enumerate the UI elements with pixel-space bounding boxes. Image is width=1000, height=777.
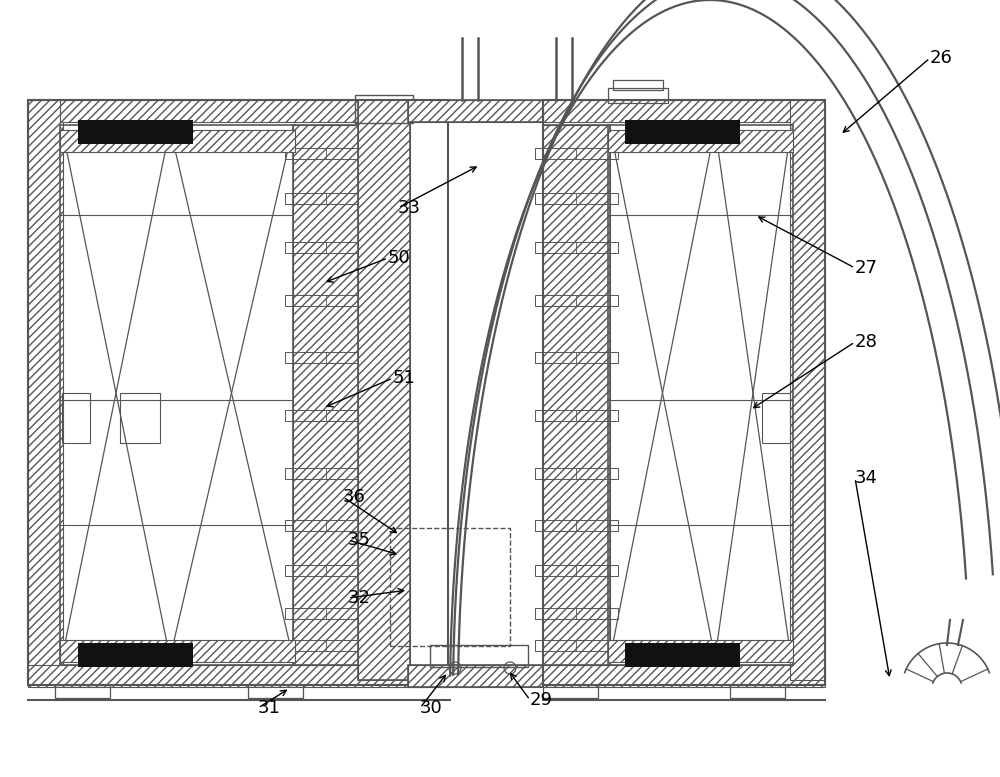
Bar [608,640,793,662]
Text: 33: 33 [398,199,421,217]
Bar [62,393,90,443]
Bar [285,148,368,159]
Text: 26: 26 [930,49,953,67]
Bar [28,665,453,687]
Bar [285,520,368,531]
Bar [535,410,618,421]
Bar [285,565,368,576]
Text: 35: 35 [348,531,371,549]
Bar [293,125,360,665]
Bar [285,295,368,306]
Bar [543,665,825,687]
Bar [535,468,618,479]
Bar [408,665,548,687]
Bar [28,100,63,680]
Bar [55,685,110,698]
Bar [285,410,368,421]
Bar [535,520,618,531]
Text: 27: 27 [855,259,878,277]
Bar [285,242,368,253]
Bar [762,393,790,443]
Bar [430,645,528,667]
Text: 36: 36 [343,488,366,506]
Bar [790,100,825,680]
Bar [535,148,618,159]
Bar [608,88,668,103]
Bar [285,640,368,651]
Bar [535,565,618,576]
Bar [543,125,610,665]
Bar [408,100,548,122]
Bar [285,193,368,204]
Bar [730,685,785,698]
Bar [248,685,303,698]
Bar [390,528,510,646]
Bar [613,80,663,90]
Bar [625,643,740,667]
Bar [543,685,598,698]
Bar [60,640,295,662]
Bar [535,295,618,306]
Text: 51: 51 [393,369,416,387]
Bar [358,100,410,680]
Bar [78,643,193,667]
Bar [60,100,370,122]
Bar [408,100,548,122]
Bar [285,468,368,479]
Bar [408,665,548,687]
Bar [535,352,618,363]
Bar [355,95,413,123]
Text: 50: 50 [388,249,411,267]
Bar [78,120,193,144]
Bar [60,130,295,152]
Bar [543,125,610,665]
Text: 28: 28 [855,333,878,351]
Text: 32: 32 [348,589,371,607]
Bar [543,100,823,122]
Bar [285,352,368,363]
Bar [285,608,368,619]
Bar [358,100,410,680]
Bar [543,100,825,685]
Bar [120,393,160,443]
Bar [535,640,618,651]
Bar [535,608,618,619]
Bar [293,125,360,665]
Text: 30: 30 [420,699,443,717]
Text: 31: 31 [258,699,281,717]
Text: 34: 34 [855,469,878,487]
Bar [60,125,295,665]
Bar [625,120,740,144]
Bar [28,100,448,685]
Bar [608,130,793,152]
Text: 29: 29 [530,691,553,709]
Bar [535,193,618,204]
Bar [608,125,793,665]
Bar [535,242,618,253]
